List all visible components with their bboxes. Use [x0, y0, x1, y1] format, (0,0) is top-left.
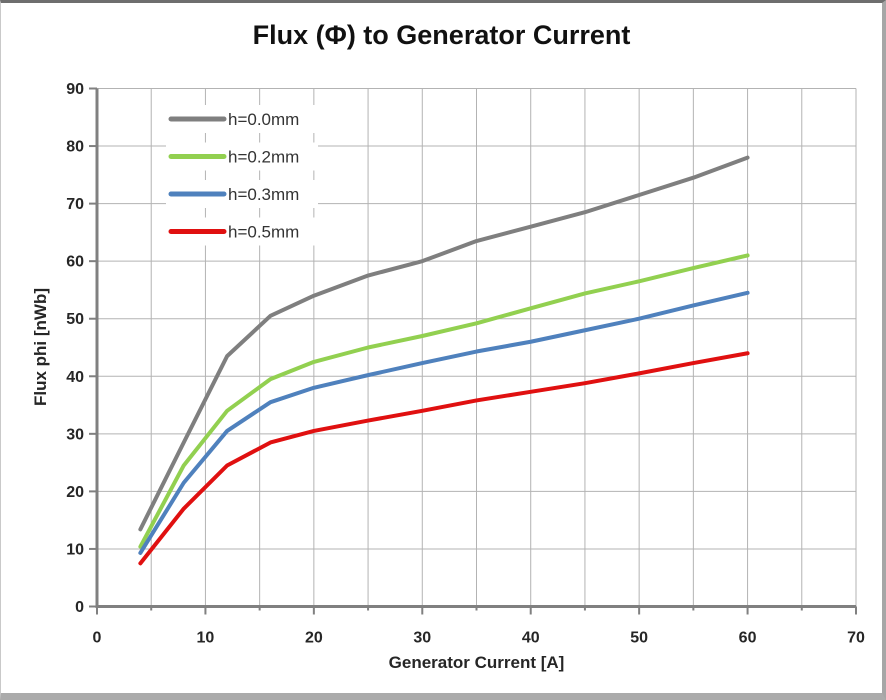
- y-tick-label: 80: [66, 139, 84, 156]
- x-tick-label: 0: [93, 630, 102, 647]
- y-tick-label: 20: [66, 484, 84, 501]
- x-tick-label: 10: [197, 630, 215, 647]
- x-tick-label: 40: [522, 630, 540, 647]
- x-axis-title: Generator Current [A]: [388, 653, 565, 672]
- y-tick-label: 10: [66, 541, 84, 558]
- y-axis-title-text: Flux phi [nWb]: [31, 287, 50, 407]
- series-line-h-0.3mm: [138, 290, 750, 555]
- chart-canvas: 0 10 20 30 40 50 60 70 80 90 0 10 20 30 40 50 60 70 h=0.0m…: [66, 81, 865, 647]
- legend-label-h-0.5mm: h=0.5mm: [228, 223, 299, 242]
- y-tick-label: 40: [66, 369, 84, 386]
- series-line-h-0.5mm: [138, 351, 750, 566]
- x-tick-label: 50: [630, 630, 648, 647]
- y-tick-label: 90: [66, 81, 84, 98]
- series-line-h-0.2mm: [138, 253, 750, 549]
- x-tick-label: 60: [739, 630, 757, 647]
- series-line-h-0.0mm: [138, 155, 750, 532]
- y-tick-label: 70: [66, 196, 84, 213]
- y-tick-label: 30: [66, 426, 84, 443]
- x-tick-label: 30: [413, 630, 431, 647]
- legend-label-h-0.3mm: h=0.3mm: [228, 185, 299, 204]
- y-tick-label: 0: [75, 599, 84, 616]
- x-tick-label: 20: [305, 630, 323, 647]
- chart-title: Flux (Φ) to Generator Current: [252, 20, 631, 50]
- legend-label-h-0.0mm: h=0.0mm: [228, 110, 299, 129]
- x-tick-label: 70: [847, 630, 865, 647]
- y-tick-label: 60: [66, 254, 84, 271]
- legend-label-h-0.2mm: h=0.2mm: [228, 148, 299, 167]
- y-tick-label: 50: [66, 311, 84, 328]
